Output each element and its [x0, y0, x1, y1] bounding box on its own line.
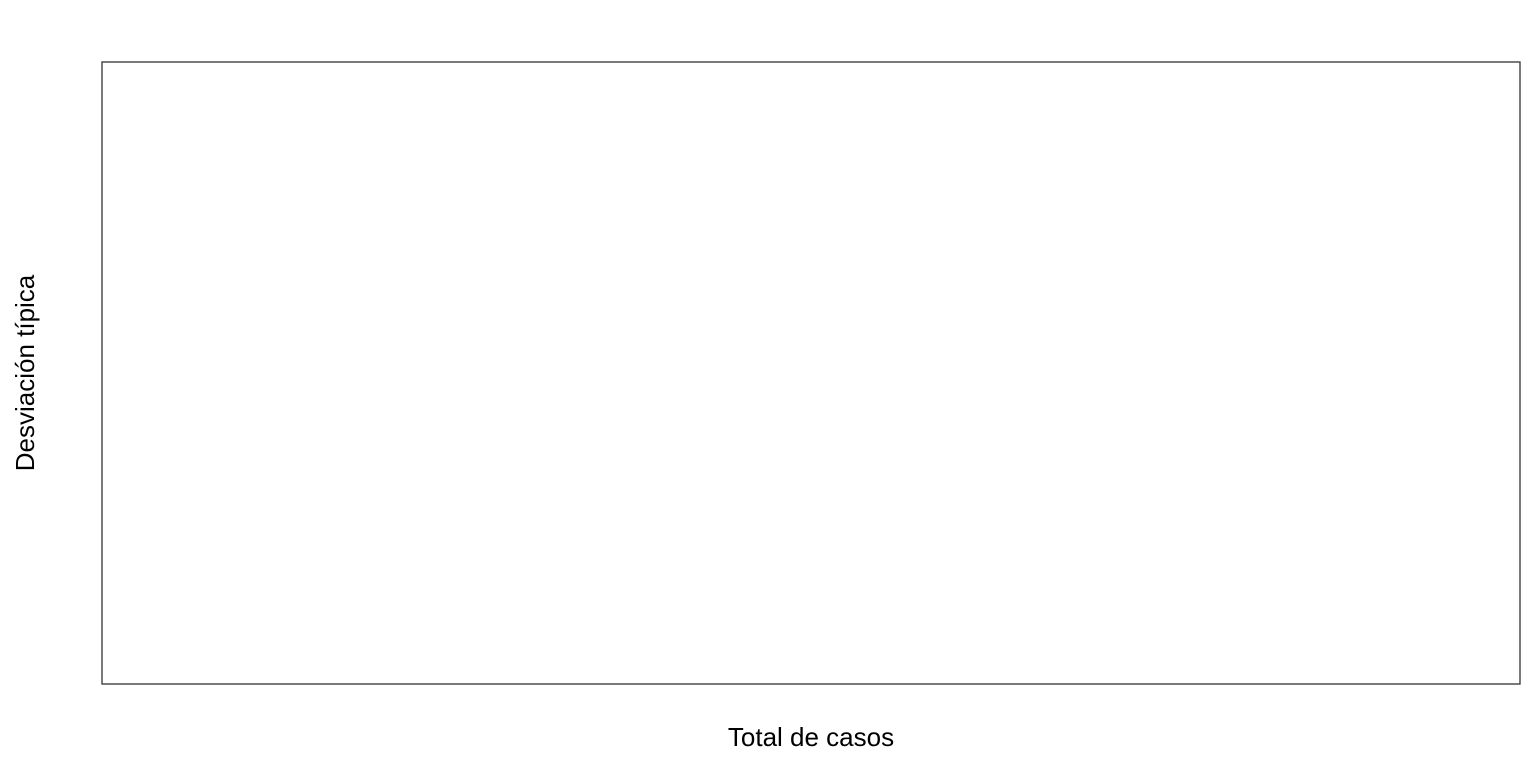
y-axis-title: Desviación típica: [10, 274, 40, 471]
panel-border: [101, 61, 1521, 685]
x-axis-title: Total de casos: [728, 722, 894, 752]
